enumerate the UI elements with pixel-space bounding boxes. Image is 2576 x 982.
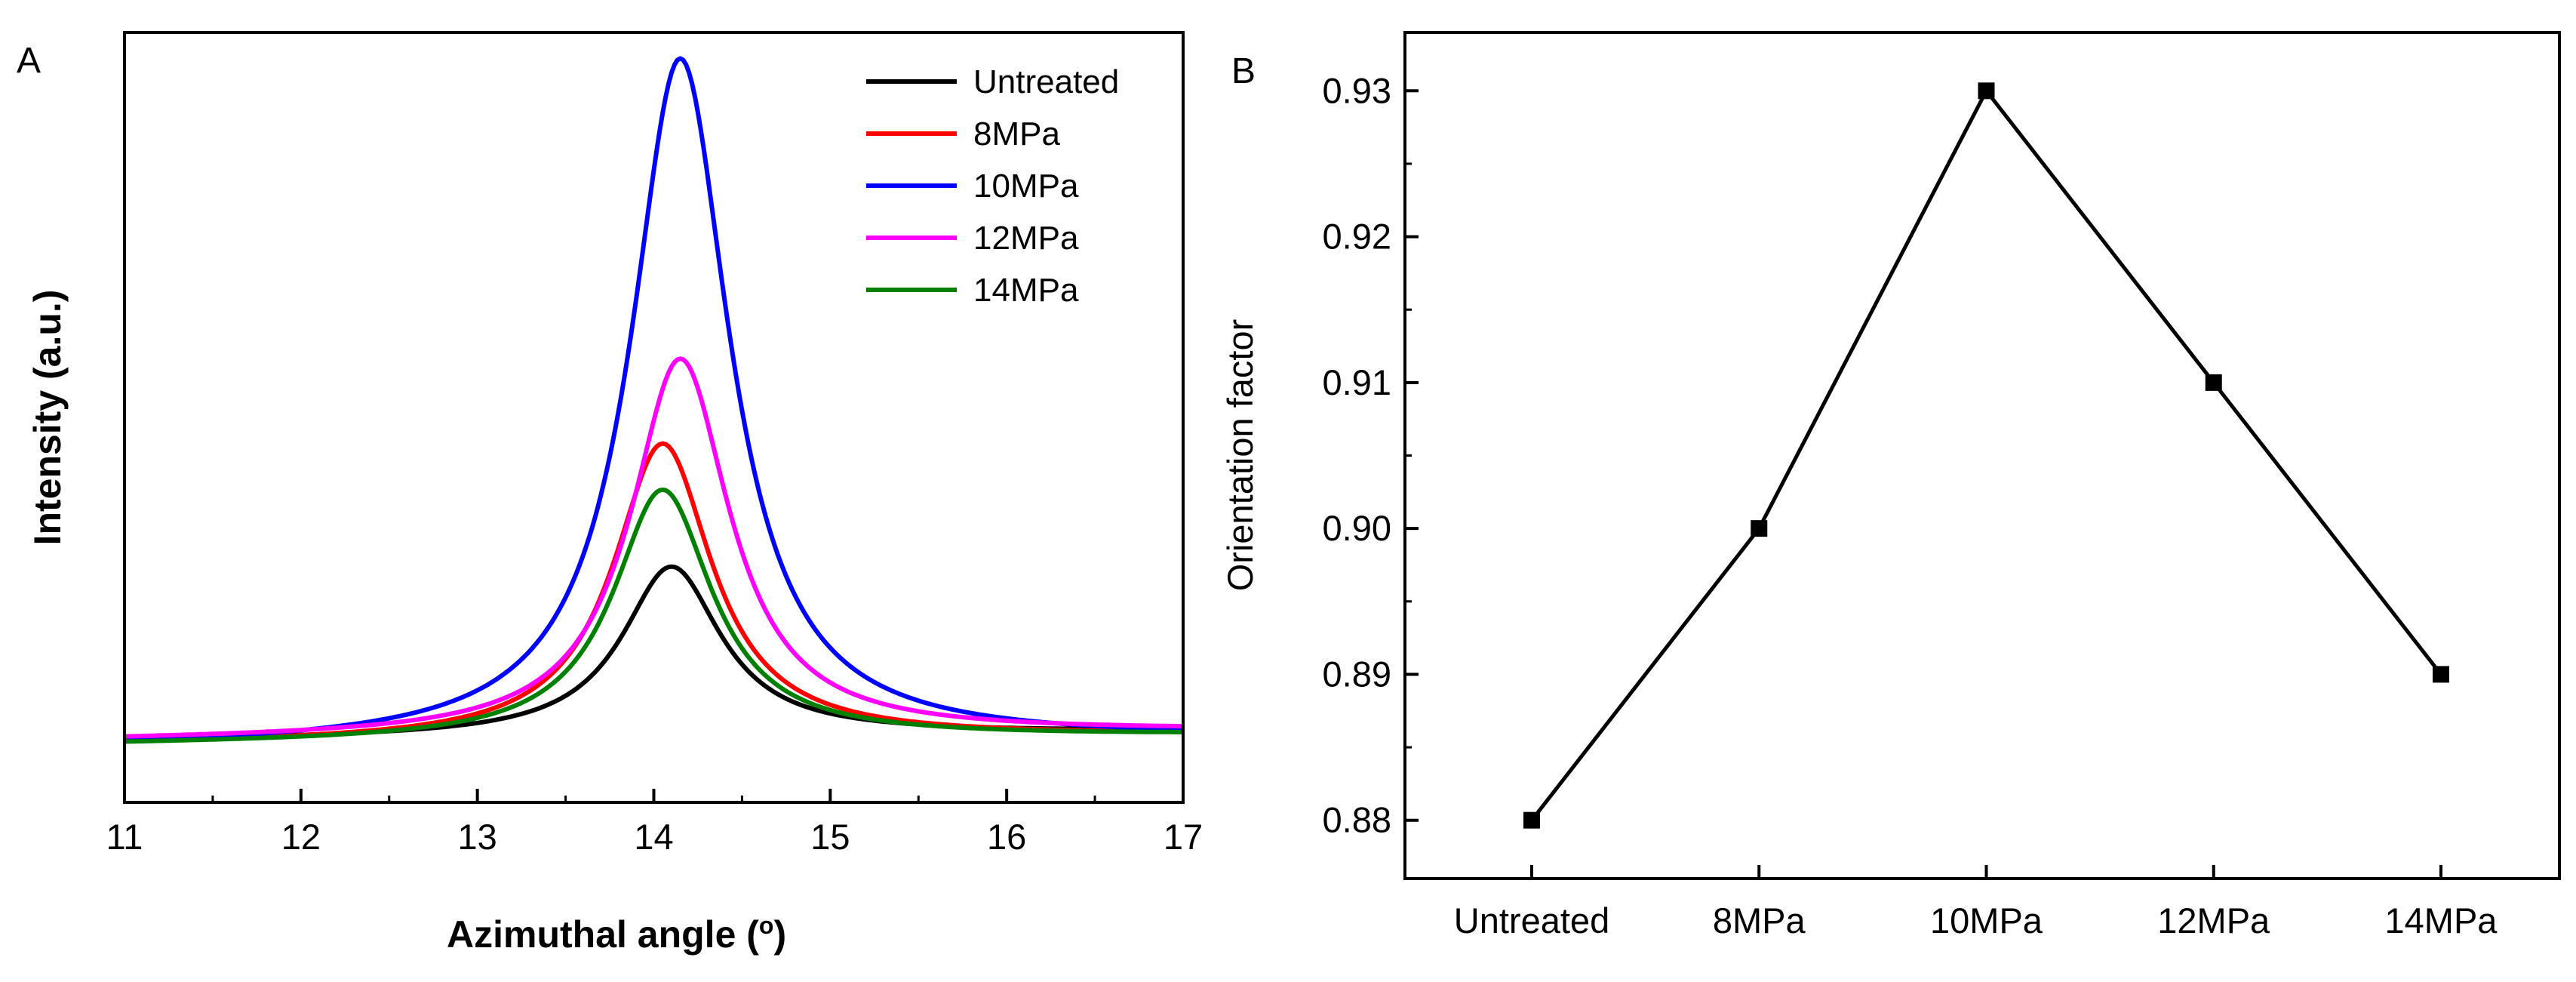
panel-b-data-point-3 [2205, 374, 2222, 391]
panel-b: B 0.88 0.89 0.90 0.91 0.92 0.93 Untreated 8MPa 1… [1220, 31, 2561, 940]
panel-a-x-tick-label-4: 15 [810, 817, 850, 857]
panel-a-x-tick-label-1: 12 [281, 817, 321, 857]
panel-b-data-point-4 [2433, 666, 2449, 683]
panel-b-series-group [1523, 82, 2449, 829]
panel-b-y-tick-label-1: 0.89 [1323, 654, 1391, 694]
panel-a-legend-label-2: 10MPa [973, 168, 1079, 205]
panel-a-series-line-10mpa [124, 56, 1184, 743]
panel-a-label: A [17, 41, 41, 81]
panel-b-y-tick-label-3: 0.91 [1323, 362, 1391, 402]
panel-b-x-tick-label-0: Untreated [1454, 900, 1609, 940]
panel-a-legend-label-1: 8MPa [973, 115, 1060, 152]
panel-a-legend: Untreated 8MPa 10MPa 12MPa 14MPa [866, 63, 1119, 309]
panel-a-x-axis-title-main: Azimuthal angle ( [447, 913, 759, 956]
panel-a-x-tick-label-6: 17 [1164, 817, 1203, 857]
panel-a-series-group [124, 56, 1184, 744]
panel-b-y-axis-title: Orientation factor [1220, 319, 1260, 592]
panel-a-x-axis-title-suffix: ) [773, 913, 786, 956]
panel-a-y-axis-title: Intensity (a.u.) [26, 290, 69, 546]
panel-b-x-tick-label-2: 10MPa [1930, 900, 2043, 940]
panel-a-legend-label-3: 12MPa [973, 220, 1079, 257]
panel-a-series-line-12mpa [124, 356, 1183, 739]
panel-a-x-ticks: 11 12 13 14 15 16 17 [106, 789, 1203, 857]
panel-b-axis-ticks: 0.88 0.89 0.90 0.91 0.92 0.93 Untreated 8MPa 10M… [1323, 70, 2498, 940]
panel-a-x-axis-title: Azimuthal angle (o) [447, 912, 786, 956]
panel-a-legend-label-4: 14MPa [973, 272, 1079, 309]
panel-b-series-line [1530, 87, 2442, 822]
panel-a-series-line-untreated [124, 564, 1183, 741]
panel-a-x-axis-title-superscript: o [759, 912, 774, 939]
panel-a-series-line-8mpa [124, 441, 1183, 743]
panel-a-x-tick-label-2: 13 [458, 817, 497, 857]
panel-a: A 11 12 13 14 15 16 17 Azimuthal angle (o) Int… [17, 31, 1203, 956]
panel-a-x-tick-label-3: 14 [634, 817, 673, 857]
panel-b-x-tick-label-4: 14MPa [2385, 900, 2498, 940]
panel-b-data-point-0 [1523, 811, 1540, 829]
panel-b-y-tick-label-5: 0.93 [1323, 70, 1391, 110]
panel-b-plot-frame [1403, 31, 2561, 880]
panel-b-y-tick-label-2: 0.90 [1323, 508, 1391, 548]
panel-a-series-line-14mpa [124, 487, 1183, 744]
panel-b-y-tick-label-0: 0.88 [1323, 800, 1391, 840]
panel-b-label: B [1231, 51, 1256, 91]
panel-b-y-tick-label-4: 0.92 [1323, 217, 1391, 257]
panel-a-x-tick-label-0: 11 [106, 817, 143, 857]
panel-b-data-point-2 [1978, 82, 1995, 100]
panel-b-x-tick-label-1: 8MPa [1713, 900, 1806, 940]
panel-a-legend-label-0: Untreated [973, 63, 1119, 100]
panel-b-data-point-1 [1751, 520, 1768, 537]
panel-b-x-tick-label-3: 12MPa [2157, 900, 2270, 940]
panel-a-x-tick-label-5: 16 [987, 817, 1026, 857]
